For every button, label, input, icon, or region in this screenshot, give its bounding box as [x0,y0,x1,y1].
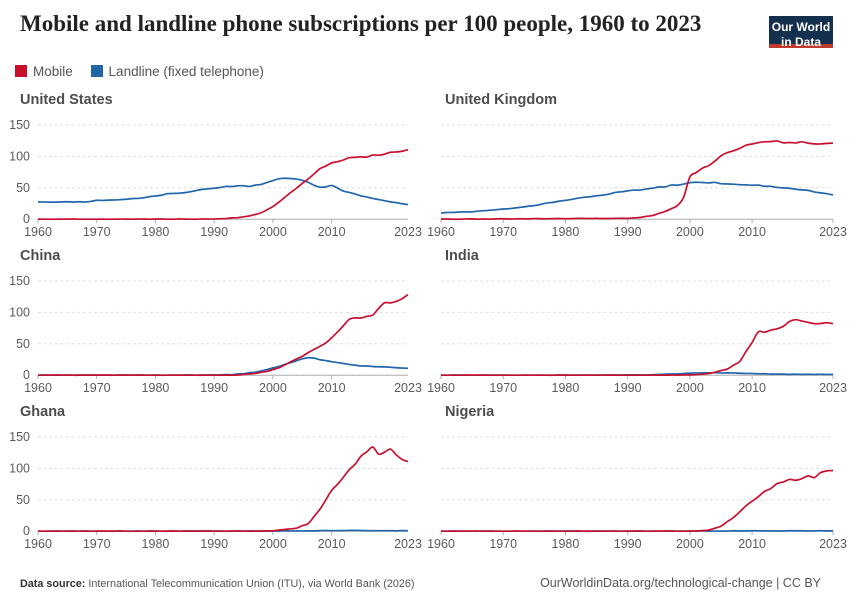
svg-text:50: 50 [16,181,30,195]
svg-text:1990: 1990 [200,537,228,551]
svg-text:100: 100 [9,461,30,475]
svg-text:2010: 2010 [738,225,766,239]
svg-text:1960: 1960 [427,381,455,395]
svg-text:2010: 2010 [318,225,346,239]
svg-text:1970: 1970 [83,225,111,239]
svg-text:1960: 1960 [24,537,52,551]
svg-text:100: 100 [9,305,30,319]
svg-text:1980: 1980 [552,381,580,395]
svg-text:0: 0 [23,368,30,382]
svg-text:1990: 1990 [614,225,642,239]
svg-text:1990: 1990 [614,381,642,395]
svg-text:1990: 1990 [614,537,642,551]
svg-text:1980: 1980 [142,225,170,239]
svg-text:1970: 1970 [489,225,517,239]
svg-text:2023: 2023 [819,537,847,551]
svg-text:1990: 1990 [200,225,228,239]
svg-text:1970: 1970 [83,537,111,551]
svg-text:2010: 2010 [318,537,346,551]
svg-text:1960: 1960 [24,381,52,395]
svg-text:0: 0 [23,524,30,538]
svg-text:2000: 2000 [259,225,287,239]
svg-text:2010: 2010 [738,381,766,395]
svg-text:1980: 1980 [552,537,580,551]
svg-text:150: 150 [9,274,30,288]
svg-text:1980: 1980 [142,381,170,395]
svg-text:2000: 2000 [676,537,704,551]
svg-text:1980: 1980 [552,225,580,239]
svg-text:2000: 2000 [676,381,704,395]
svg-text:2010: 2010 [318,381,346,395]
svg-text:2023: 2023 [394,537,422,551]
svg-text:1980: 1980 [142,537,170,551]
svg-text:2023: 2023 [394,381,422,395]
svg-text:50: 50 [16,337,30,351]
svg-text:1960: 1960 [427,225,455,239]
svg-text:1960: 1960 [427,537,455,551]
svg-text:2000: 2000 [676,225,704,239]
svg-text:2023: 2023 [394,225,422,239]
svg-text:150: 150 [9,118,30,132]
svg-text:2010: 2010 [738,537,766,551]
svg-text:0: 0 [23,212,30,226]
svg-text:1970: 1970 [489,381,517,395]
svg-text:2000: 2000 [259,381,287,395]
svg-text:100: 100 [9,149,30,163]
svg-text:50: 50 [16,493,30,507]
svg-text:1970: 1970 [83,381,111,395]
svg-text:2023: 2023 [819,381,847,395]
svg-text:150: 150 [9,430,30,444]
svg-text:1970: 1970 [489,537,517,551]
svg-text:2023: 2023 [819,225,847,239]
svg-text:1990: 1990 [200,381,228,395]
svg-text:1960: 1960 [24,225,52,239]
svg-text:2000: 2000 [259,537,287,551]
